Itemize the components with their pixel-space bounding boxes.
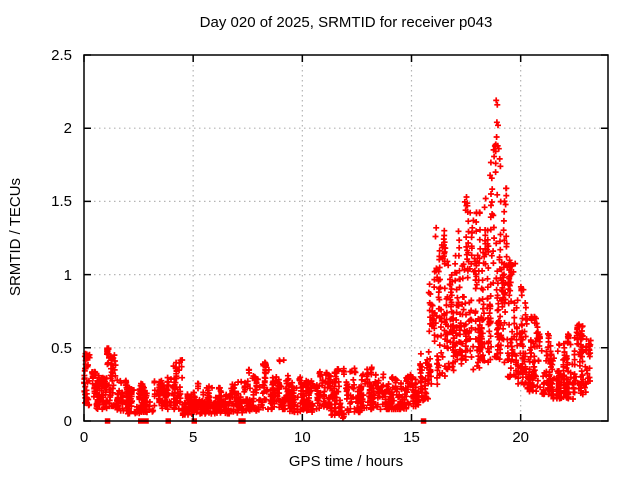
y-tick-label: 0 xyxy=(63,413,72,430)
y-axis-title: SRMTID / TECUs xyxy=(7,177,24,297)
y-tick-label: 1.5 xyxy=(51,193,72,211)
y-tick-label: 2 xyxy=(63,120,72,138)
chart-title: Day 020 of 2025, SRMTID for receiver p04… xyxy=(199,14,493,31)
scatter-points xyxy=(81,97,594,422)
plot-border xyxy=(83,54,609,422)
x-axis-title: GPS time / hours xyxy=(288,453,404,470)
y-tick-label: 0.5 xyxy=(51,339,72,357)
x-tick-label: 15 xyxy=(403,429,420,446)
x-tick-label: 10 xyxy=(293,429,311,446)
x-tick-label: 0 xyxy=(79,429,89,446)
y-tick-label: 1 xyxy=(63,266,72,284)
axis-ticks xyxy=(83,54,608,422)
x-tick-label: 20 xyxy=(512,429,529,446)
grid-lines xyxy=(84,55,608,421)
x-tick-label: 5 xyxy=(188,429,198,446)
y-tick-label: 2.5 xyxy=(51,47,72,64)
